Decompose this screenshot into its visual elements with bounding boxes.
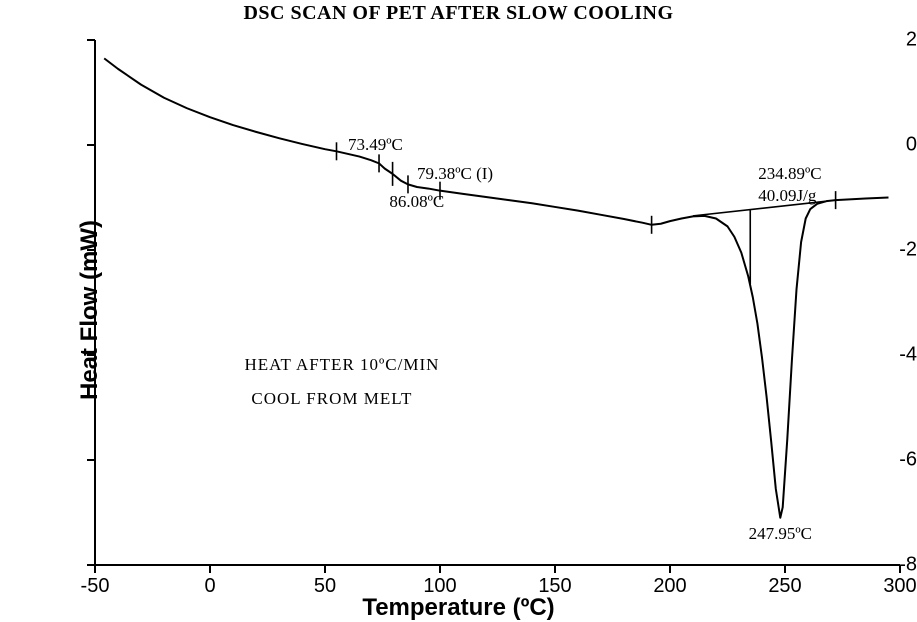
y-tick-label: -4 xyxy=(836,344,917,367)
y-tick-label: -6 xyxy=(836,449,917,472)
x-tick-label: -50 xyxy=(81,575,110,598)
x-tick-label: 150 xyxy=(538,575,571,598)
label-peak-temp: 234.89ºC xyxy=(758,164,821,184)
label-peak-energy: 40.09J/g xyxy=(758,186,816,206)
label-tg-end: 86.08ºC xyxy=(389,192,444,212)
dsc-chart-page: DSC SCAN OF PET AFTER SLOW COOLING Heat … xyxy=(0,0,917,622)
x-tick-label: 0 xyxy=(204,575,215,598)
label-tg-onset: 73.49ºC xyxy=(348,135,403,155)
x-tick-label: 200 xyxy=(653,575,686,598)
y-tick-label: 2 xyxy=(836,29,917,52)
label-peak-bottom: 247.95ºC xyxy=(749,524,812,544)
x-tick-label: 250 xyxy=(768,575,801,598)
x-tick-label: 300 xyxy=(883,575,916,598)
label-tg-mid: 79.38ºC (I) xyxy=(417,164,493,184)
x-tick-label: 100 xyxy=(423,575,456,598)
y-tick-label: -8 xyxy=(836,554,917,577)
note-cool-melt: COOL FROM MELT xyxy=(251,389,412,409)
note-heat-rate: HEAT AFTER 10ºC/MIN xyxy=(245,355,440,375)
y-tick-label: -2 xyxy=(836,239,917,262)
x-tick-label: 50 xyxy=(314,575,336,598)
y-tick-label: 0 xyxy=(836,134,917,157)
